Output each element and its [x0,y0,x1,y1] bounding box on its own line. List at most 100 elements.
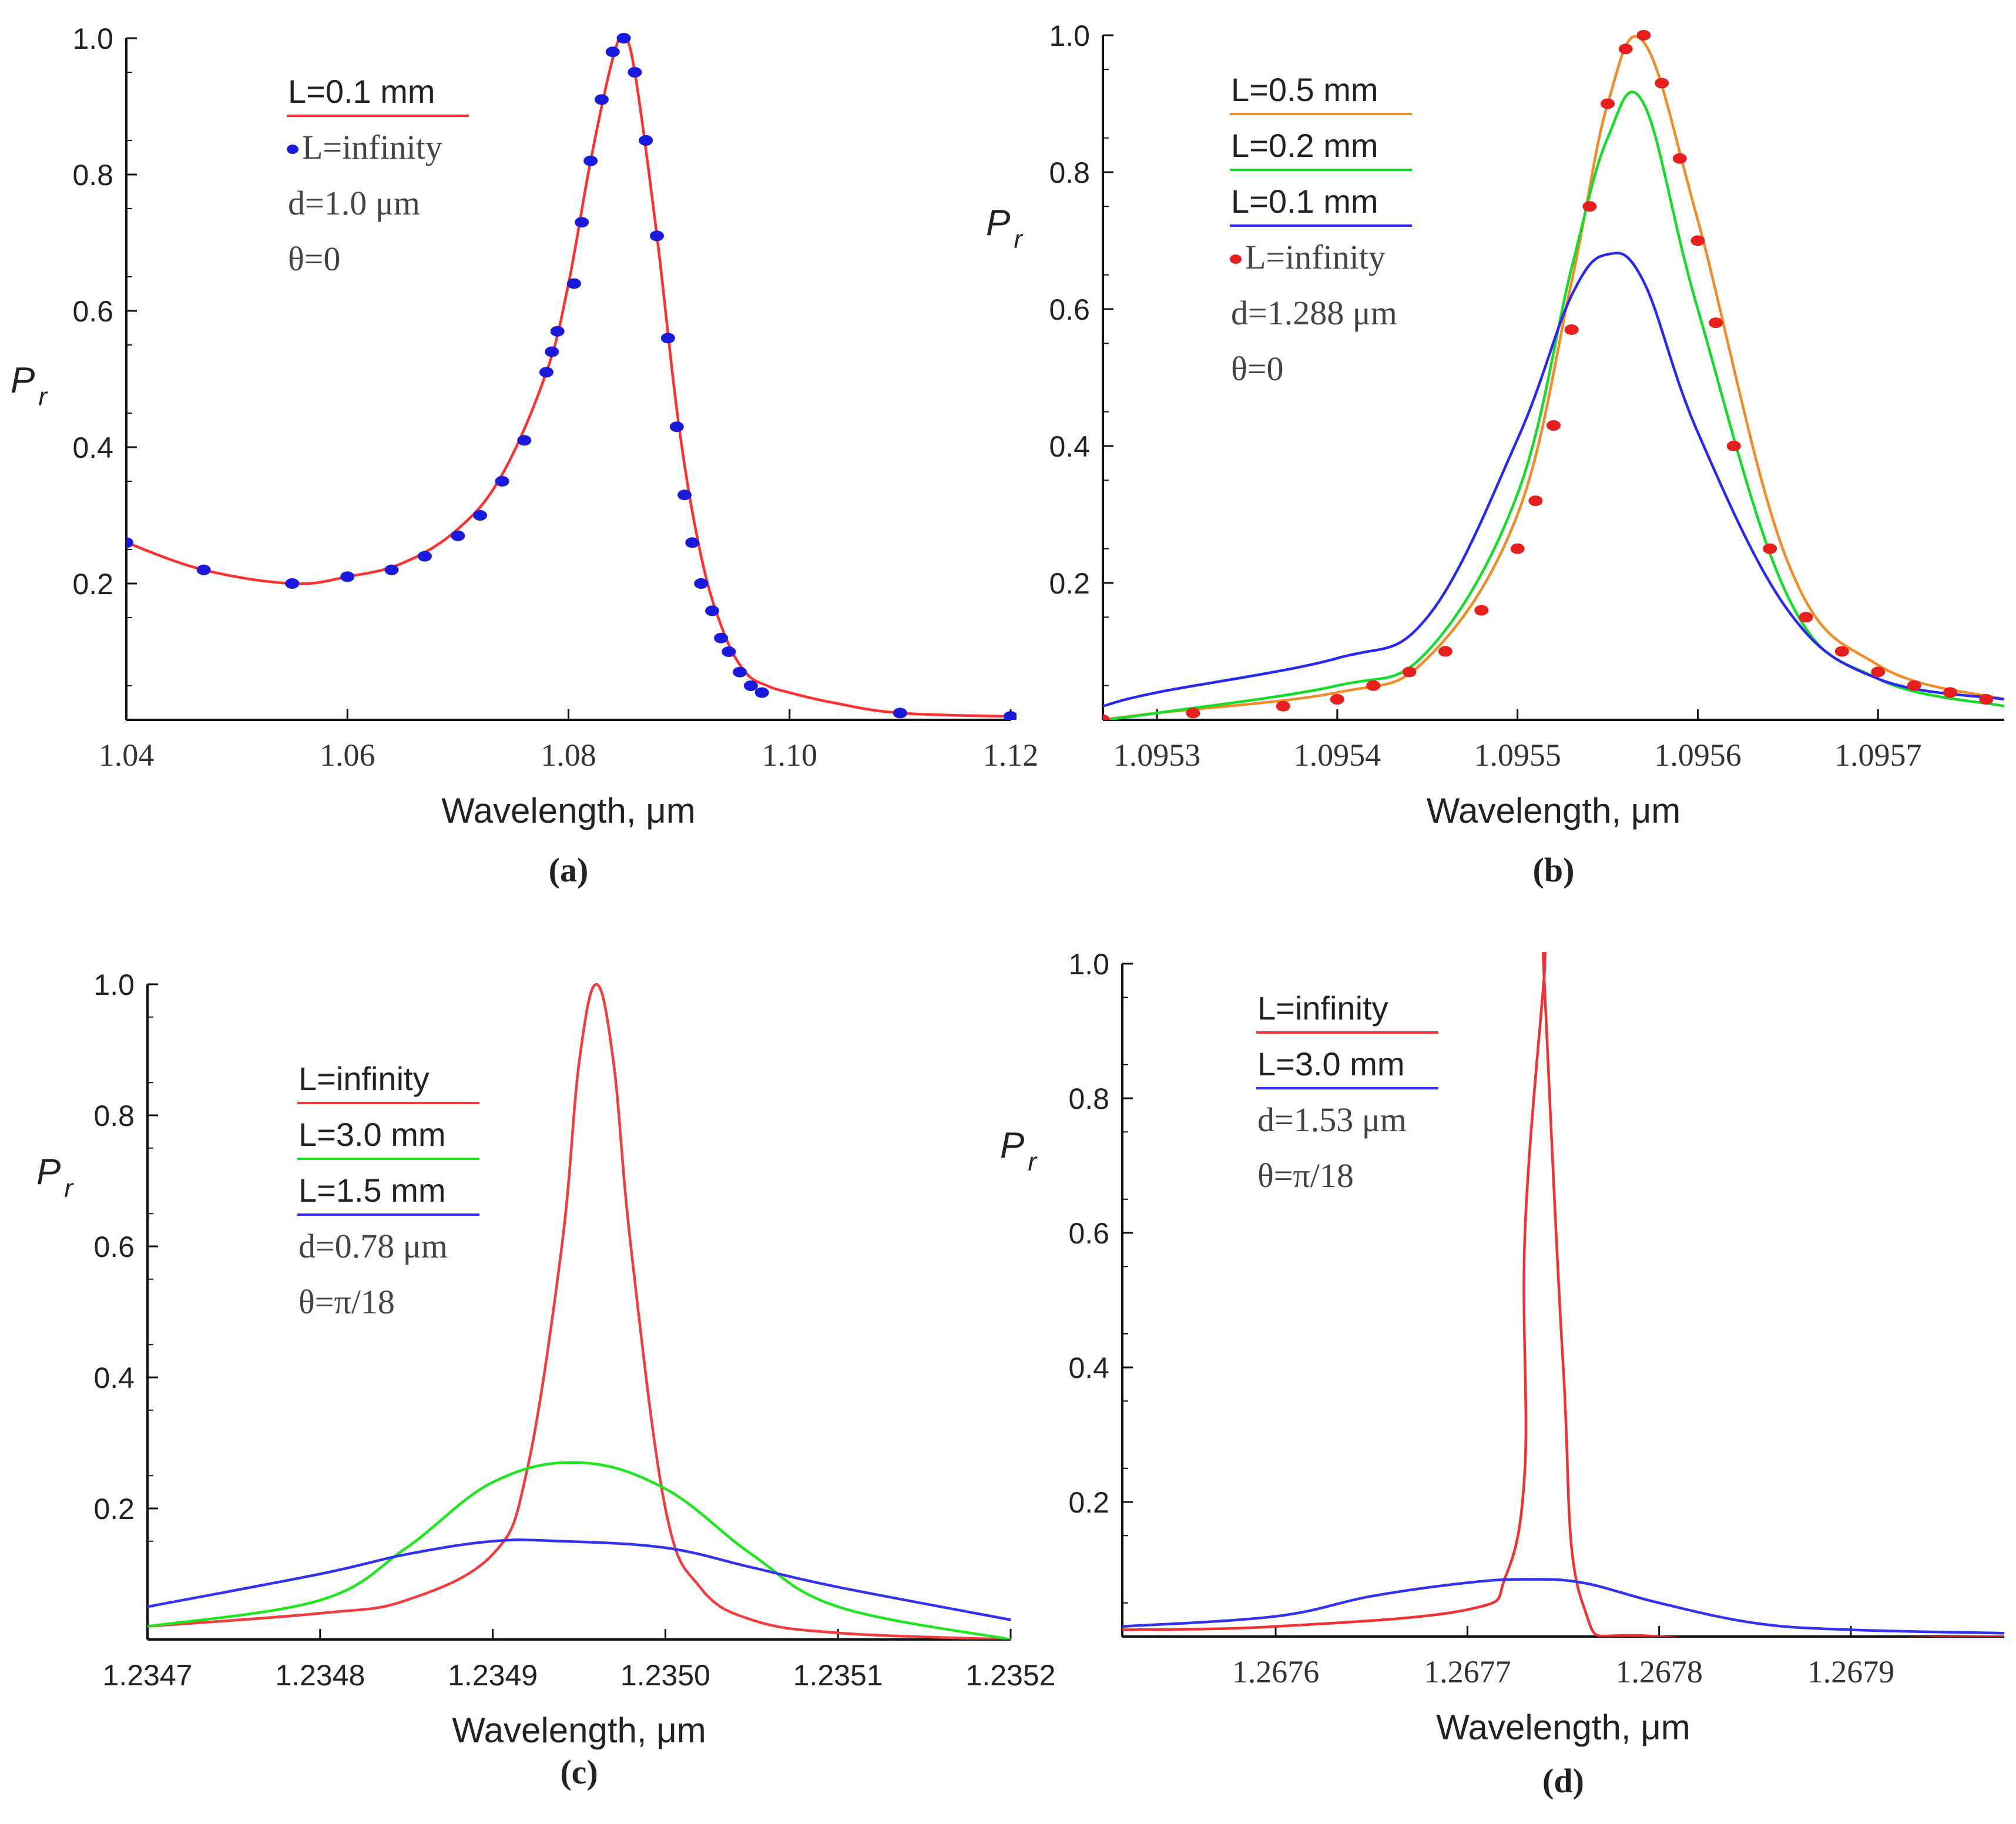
y-tick-label: 0.2 [1068,1486,1109,1519]
y-tick-label: 0.2 [72,568,113,601]
panel-c: 0.2 0.4 0.6 0.8 1.0 1.2347 1.2348 1.2349 1.2350 1… [36,968,1055,1791]
panel-b: 0.2 0.4 0.6 0.8 1.0 1.0953 1.0954 1.0955 1.0956 1… [986,19,2005,889]
data-point [639,135,653,146]
panel-label: (d) [1542,1762,1584,1800]
legend-label: L=infinity [302,128,442,166]
data-point [196,564,211,575]
annotation: θ=0 [1231,350,1284,388]
data-point [583,155,598,166]
data-point [722,646,736,657]
x-axis-title: Wavelength, μm [1427,791,1681,830]
data-point [1510,543,1525,554]
annotation: θ=π/18 [298,1283,395,1321]
y-tick-label: 0.8 [72,159,113,192]
data-point [694,578,709,589]
x-tick-label: 1.0953 [1113,737,1201,773]
data-point [517,435,532,446]
x-tick-label: 1.2676 [1232,1654,1320,1689]
legend-dot [1230,254,1242,264]
data-point [705,605,720,616]
data-point [417,551,432,562]
x-tick-label: 1.06 [320,737,375,773]
y-tick-label: 0.8 [1068,1082,1109,1115]
legend-label: L=0.1 mm [288,73,435,110]
y-tick-label: 0.4 [72,431,113,464]
data-point [743,680,758,691]
y-tick-label: 0.4 [1068,1352,1109,1384]
data-point [616,33,631,43]
data-point [1103,715,1110,720]
data-point [677,489,692,501]
data-point [893,708,907,719]
data-point [539,367,554,378]
data-point [714,632,729,643]
data-point [575,217,589,228]
legend-label: L=infinity [1257,990,1388,1027]
y-tick-label: 0.6 [72,295,113,328]
data-point [1276,700,1290,712]
data-point [1547,420,1561,431]
series-line [1122,952,2004,1637]
x-tick-label: 1.2350 [620,1659,710,1692]
y-tick-label: 1.0 [1049,19,1090,52]
data-point [285,578,300,589]
panel-d: 0.2 0.4 0.6 0.8 1.0 1.2676 1.2677 1.2678 1.2679 W… [1000,948,2005,1800]
x-axis-title: Wavelength, μm [1436,1708,1690,1747]
series-line [1122,1578,2005,1635]
data-point [451,530,465,541]
panel-label: (a) [549,851,589,889]
y-tick-label: 0.4 [93,1362,135,1394]
data-point [1834,646,1849,657]
x-tick-label: 1.2677 [1424,1654,1511,1689]
data-point [1709,317,1723,328]
y-tick-label: 0.4 [1049,430,1090,463]
series-line [1103,90,2005,720]
legend-label: L=1.5 mm [298,1172,446,1209]
y-tick-label: 0.6 [93,1230,135,1263]
data-point [1799,612,1813,623]
series-points [1103,30,1994,720]
data-point [669,421,684,432]
data-point [1907,680,1921,691]
y-tick-label: 0.2 [93,1493,135,1525]
data-point [650,230,664,242]
x-tick-label: 1.2679 [1807,1654,1895,1689]
x-tick-label: 1.2678 [1615,1654,1703,1689]
data-point [628,67,642,78]
data-point [1726,441,1741,451]
x-tick-label: 1.2349 [448,1659,538,1692]
legend-dot [287,145,298,154]
panel-a: 0.2 0.4 0.6 0.8 1.0 1.04 1.06 1.08 1.10 1.12 Wavel… [11,22,1038,889]
series-line [147,1461,1011,1639]
data-point [1366,680,1381,691]
panel-label: (c) [560,1753,598,1791]
data-point [1943,687,1957,698]
y-tick-label: 0.8 [93,1099,135,1132]
data-point [473,510,487,521]
annotation: θ=0 [288,240,341,278]
x-tick-label: 1.12 [983,737,1039,773]
annotation: d=0.78 μm [298,1227,448,1265]
x-tick-label: 1.10 [762,737,818,773]
y-tick-label: 0.6 [1049,293,1090,326]
series-points [126,33,1017,720]
x-tick-label: 1.0955 [1474,737,1561,773]
panel-label: (b) [1533,851,1575,889]
legend-label: L=infinity [1245,238,1386,276]
data-point [1438,646,1453,657]
x-tick-label: 1.0956 [1654,737,1742,773]
series-line [1103,35,2005,720]
data-point [384,564,399,575]
legend-label: L=0.5 mm [1231,71,1378,108]
series-line [147,1538,1011,1621]
data-point [1979,694,1994,705]
data-point [126,537,133,548]
data-point [754,687,769,698]
data-point [550,326,565,337]
x-tick-label: 1.2351 [793,1659,883,1692]
data-point [1564,324,1579,335]
data-point [605,46,620,58]
